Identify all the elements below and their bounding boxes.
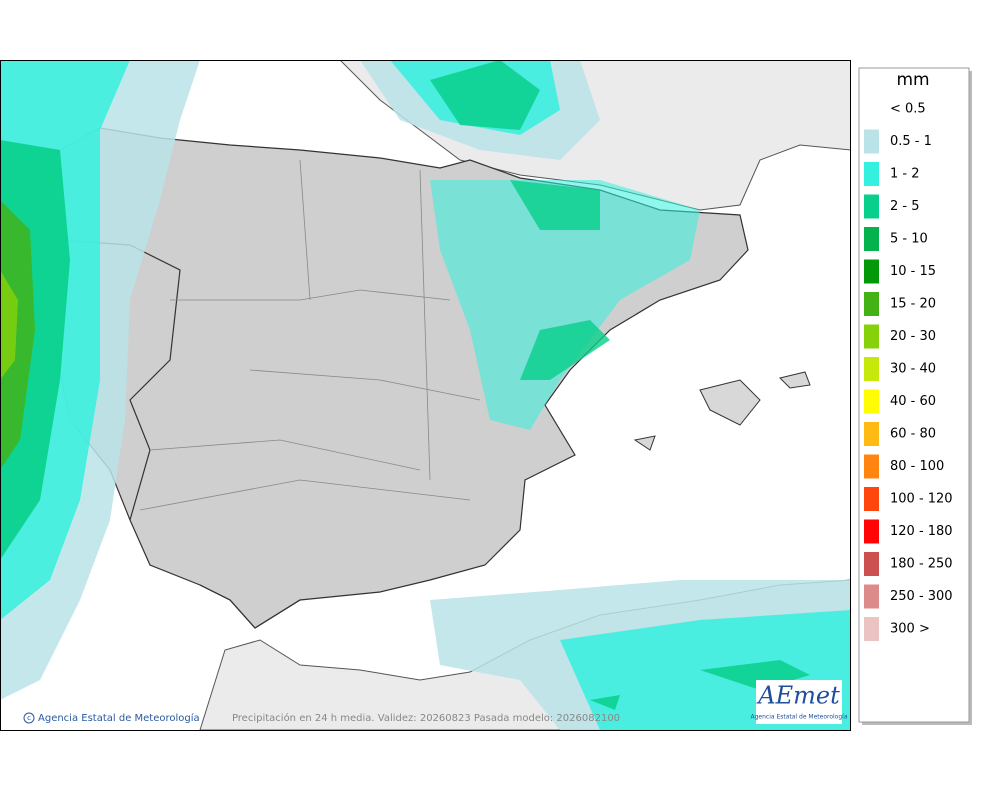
legend-label: 120 - 180 bbox=[890, 524, 953, 539]
precip-bay-2 bbox=[430, 60, 540, 130]
precip-20 bbox=[1, 271, 18, 379]
logo: AEmet bbox=[756, 682, 840, 710]
legend-swatch bbox=[864, 292, 879, 316]
balearics bbox=[633, 371, 811, 451]
legend-label: 5 - 10 bbox=[890, 232, 928, 247]
legend-swatch bbox=[864, 617, 879, 641]
legend-label: 100 - 120 bbox=[890, 492, 953, 507]
legend-label: 60 - 80 bbox=[890, 427, 936, 442]
legend-swatch bbox=[864, 194, 879, 219]
legend-label: 10 - 15 bbox=[890, 264, 936, 279]
legend-swatch bbox=[864, 389, 879, 414]
legend-swatch bbox=[864, 162, 879, 186]
legend-swatch bbox=[864, 519, 879, 544]
legend-swatch bbox=[864, 487, 879, 511]
precip-15 bbox=[1, 201, 35, 469]
legend-label: 250 - 300 bbox=[890, 589, 953, 604]
legend-swatch bbox=[864, 584, 879, 609]
legend-label: 80 - 100 bbox=[890, 459, 944, 474]
map-frame bbox=[0, 60, 851, 731]
precip-ne-2 bbox=[510, 180, 610, 380]
legend-swatch bbox=[864, 422, 879, 446]
map bbox=[1, 60, 851, 730]
legend-label: 2 - 5 bbox=[890, 199, 920, 214]
logo-caption: Agencia Estatal de Meteorología bbox=[751, 714, 848, 721]
copyright-c: c bbox=[27, 714, 31, 722]
legend-swatch bbox=[864, 324, 879, 349]
regions bbox=[139, 159, 481, 511]
legend-swatch bbox=[864, 129, 879, 154]
legend-swatch bbox=[864, 259, 879, 284]
legend-swatch bbox=[864, 552, 879, 576]
legend-label: 300 > bbox=[890, 622, 930, 637]
coast-south bbox=[199, 584, 301, 629]
legend-label: 1 - 2 bbox=[890, 167, 920, 182]
legend-label: 0.5 - 1 bbox=[890, 134, 932, 149]
legend-label: 15 - 20 bbox=[890, 297, 936, 312]
footer-center: Precipitación en 24 h media. Validez: 20… bbox=[232, 712, 620, 724]
legend-title: mm bbox=[896, 70, 929, 90]
precip-ne bbox=[430, 180, 700, 430]
precip-med-2 bbox=[590, 660, 810, 710]
legend-swatch bbox=[864, 227, 879, 251]
copyright-icon bbox=[23, 712, 35, 724]
legend-label: < 0.5 bbox=[890, 102, 926, 117]
legend-label: 180 - 250 bbox=[890, 557, 953, 572]
legend-label: 40 - 60 bbox=[890, 394, 936, 409]
legend-label: 30 - 40 bbox=[890, 362, 936, 377]
legend-swatch bbox=[864, 357, 879, 381]
logo-box bbox=[756, 680, 842, 724]
footer-left: Agencia Estatal de Meteorología bbox=[38, 712, 200, 724]
legend-swatch bbox=[864, 454, 879, 479]
legend-label: 20 - 30 bbox=[890, 329, 936, 344]
